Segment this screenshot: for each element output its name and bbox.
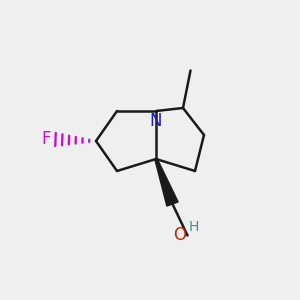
Text: F: F <box>41 130 51 148</box>
Text: H: H <box>189 220 200 234</box>
Text: O: O <box>173 226 186 244</box>
Text: N: N <box>150 112 162 130</box>
Polygon shape <box>155 159 178 206</box>
